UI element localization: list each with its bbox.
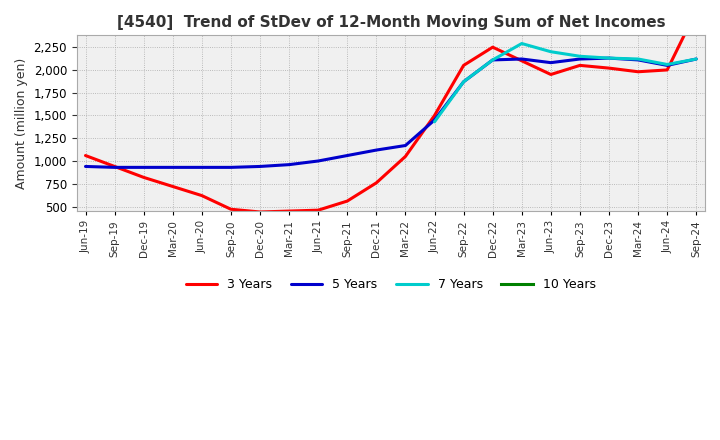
5 Years [314, 158, 323, 164]
3 Years [227, 207, 235, 212]
7 Years [692, 56, 701, 62]
5 Years [605, 55, 613, 61]
Legend: 3 Years, 5 Years, 7 Years, 10 Years: 3 Years, 5 Years, 7 Years, 10 Years [181, 273, 600, 296]
Title: [4540]  Trend of StDev of 12-Month Moving Sum of Net Incomes: [4540] Trend of StDev of 12-Month Moving… [117, 15, 665, 30]
7 Years [663, 62, 672, 67]
5 Years [227, 165, 235, 170]
3 Years [314, 208, 323, 213]
3 Years [256, 209, 264, 215]
5 Years [197, 165, 206, 170]
3 Years [430, 113, 438, 118]
5 Years [401, 143, 410, 148]
5 Years [518, 56, 526, 62]
5 Years [343, 153, 351, 158]
5 Years [692, 56, 701, 62]
Line: 5 Years: 5 Years [86, 58, 696, 167]
7 Years [634, 56, 642, 62]
5 Years [663, 63, 672, 68]
3 Years [575, 63, 584, 68]
5 Years [256, 164, 264, 169]
5 Years [168, 165, 177, 170]
5 Years [575, 56, 584, 62]
3 Years [401, 154, 410, 159]
7 Years [488, 57, 497, 62]
3 Years [634, 69, 642, 74]
Line: 3 Years: 3 Years [86, 11, 696, 212]
5 Years [81, 164, 90, 169]
Line: 7 Years: 7 Years [434, 44, 696, 122]
5 Years [285, 162, 294, 167]
5 Years [488, 57, 497, 62]
3 Years [285, 209, 294, 214]
5 Years [430, 117, 438, 123]
3 Years [692, 8, 701, 13]
7 Years [459, 79, 468, 84]
5 Years [372, 147, 381, 153]
3 Years [140, 175, 148, 180]
5 Years [110, 165, 119, 170]
5 Years [140, 165, 148, 170]
3 Years [81, 153, 90, 158]
3 Years [663, 67, 672, 73]
3 Years [372, 180, 381, 186]
3 Years [518, 58, 526, 63]
5 Years [546, 60, 555, 65]
3 Years [343, 198, 351, 204]
3 Years [197, 193, 206, 198]
7 Years [575, 54, 584, 59]
7 Years [430, 119, 438, 125]
7 Years [605, 55, 613, 61]
5 Years [634, 57, 642, 62]
7 Years [518, 41, 526, 46]
7 Years [546, 49, 555, 55]
5 Years [459, 79, 468, 84]
3 Years [168, 184, 177, 189]
3 Years [459, 63, 468, 68]
3 Years [605, 66, 613, 71]
3 Years [110, 164, 119, 169]
3 Years [546, 72, 555, 77]
3 Years [488, 44, 497, 50]
Y-axis label: Amount (million yen): Amount (million yen) [15, 58, 28, 189]
